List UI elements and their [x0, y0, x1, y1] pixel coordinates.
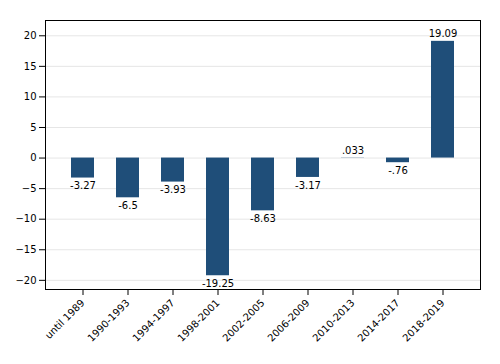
svg-text:-3.27: -3.27 — [70, 180, 96, 191]
svg-text:1990-1993: 1990-1993 — [85, 297, 131, 343]
svg-text:20: 20 — [24, 30, 37, 41]
svg-text:2002-2005: 2002-2005 — [220, 297, 266, 343]
svg-text:10: 10 — [24, 91, 37, 102]
svg-text:5: 5 — [30, 122, 36, 133]
svg-text:19.09: 19.09 — [429, 28, 458, 39]
svg-text:−5: −5 — [22, 183, 37, 194]
svg-text:−20: −20 — [15, 275, 36, 286]
svg-text:-3.17: -3.17 — [295, 180, 321, 191]
svg-text:2018-2019: 2018-2019 — [400, 297, 446, 343]
svg-text:-19.25: -19.25 — [202, 278, 234, 289]
svg-text:.033: .033 — [342, 145, 364, 156]
svg-text:-3.93: -3.93 — [160, 184, 186, 195]
svg-text:-8.63: -8.63 — [250, 213, 276, 224]
svg-text:−10: −10 — [15, 213, 36, 224]
svg-text:2014-2017: 2014-2017 — [355, 297, 401, 343]
svg-text:15: 15 — [24, 61, 37, 72]
svg-text:until 1989: until 1989 — [43, 297, 87, 341]
svg-text:-6.5: -6.5 — [118, 200, 138, 211]
svg-text:0: 0 — [30, 152, 36, 163]
svg-text:2006-2009: 2006-2009 — [265, 297, 311, 343]
svg-text:1998-2001: 1998-2001 — [175, 297, 221, 343]
svg-text:2010-2013: 2010-2013 — [310, 297, 356, 343]
svg-text:−15: −15 — [15, 244, 36, 255]
svg-text:1994-1997: 1994-1997 — [130, 297, 176, 343]
svg-text:-.76: -.76 — [388, 165, 408, 176]
